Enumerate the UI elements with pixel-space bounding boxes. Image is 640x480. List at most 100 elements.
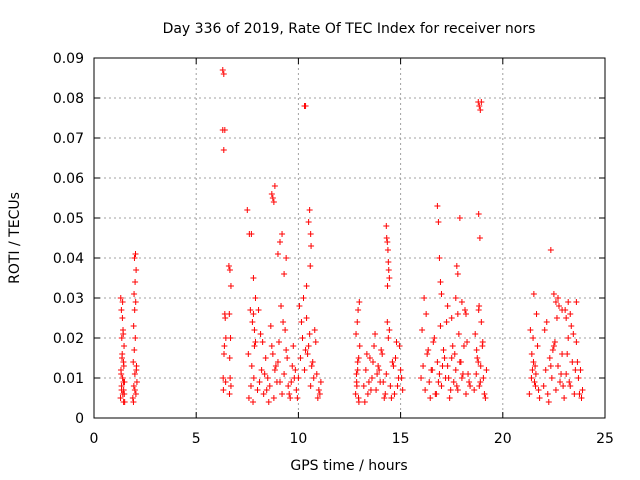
data-point (254, 387, 261, 393)
data-point (266, 383, 273, 389)
data-point (274, 251, 281, 257)
data-point (309, 359, 316, 365)
data-point (396, 343, 403, 349)
data-point (118, 307, 125, 313)
data-point (547, 363, 554, 369)
data-point (566, 379, 573, 385)
data-point (120, 331, 127, 337)
data-point (131, 371, 138, 377)
data-point (294, 395, 301, 401)
data-point (558, 371, 565, 377)
data-point (530, 359, 537, 365)
data-point (258, 367, 265, 373)
data-point (394, 383, 401, 389)
data-point (307, 263, 314, 269)
data-point (436, 371, 443, 377)
data-point (460, 343, 467, 349)
data-point (573, 339, 580, 345)
data-point (226, 355, 233, 361)
data-point (363, 351, 370, 357)
data-point (132, 391, 139, 397)
data-point (536, 395, 543, 401)
data-point (445, 375, 452, 381)
data-point (392, 355, 399, 361)
data-point (227, 283, 234, 289)
data-point (483, 367, 490, 373)
data-point (439, 363, 446, 369)
data-point (461, 307, 468, 313)
data-point (448, 355, 455, 361)
y-axis-label: ROTI / TECUs (7, 192, 23, 284)
x-tick-label: 10 (289, 431, 307, 447)
data-point (546, 355, 553, 361)
data-point (131, 387, 138, 393)
data-point (476, 303, 483, 309)
data-point (466, 379, 473, 385)
data-point (274, 359, 281, 365)
data-point (354, 359, 361, 365)
data-point (264, 375, 271, 381)
data-point (269, 351, 276, 357)
data-point (308, 243, 315, 249)
data-point (251, 327, 258, 333)
data-point (249, 319, 256, 325)
chart-title: Day 336 of 2019, Rate Of TEC Index for r… (163, 21, 536, 37)
data-point (293, 387, 300, 393)
data-point (226, 311, 233, 317)
data-point (280, 319, 287, 325)
data-point (271, 183, 278, 189)
data-point (438, 383, 445, 389)
data-point (424, 351, 431, 357)
data-point (552, 299, 559, 305)
data-point (283, 255, 290, 261)
data-point (304, 351, 311, 357)
data-point (572, 367, 579, 373)
data-point (225, 263, 232, 269)
data-point (464, 339, 471, 345)
data-point (431, 335, 438, 341)
data-point (379, 351, 386, 357)
data-point (448, 315, 455, 321)
data-point (375, 363, 382, 369)
data-point (250, 311, 257, 317)
data-point (275, 339, 282, 345)
data-point (354, 319, 361, 325)
data-point (372, 331, 379, 337)
data-point (476, 383, 483, 389)
data-point (269, 195, 276, 201)
data-point (471, 387, 478, 393)
data-point (131, 291, 138, 297)
data-point (553, 315, 560, 321)
data-point (434, 359, 441, 365)
data-point (569, 359, 576, 365)
data-point (227, 375, 234, 381)
data-point (576, 391, 583, 397)
data-point (443, 319, 450, 325)
data-point (259, 339, 266, 345)
data-point (119, 391, 126, 397)
data-point (132, 251, 139, 257)
data-point (248, 363, 255, 369)
data-point (355, 355, 362, 361)
x-tick-label: 5 (192, 431, 201, 447)
data-point (533, 311, 540, 317)
data-point (376, 367, 383, 373)
data-point (118, 371, 125, 377)
data-point (477, 107, 484, 113)
data-point (450, 379, 457, 385)
data-point (272, 363, 279, 369)
data-point (307, 231, 314, 237)
y-tick-label: 0.04 (53, 251, 84, 267)
data-point (540, 383, 547, 389)
data-point (384, 283, 391, 289)
data-point (133, 363, 140, 369)
data-point (384, 239, 391, 245)
data-point (435, 219, 442, 225)
data-point (532, 363, 539, 369)
data-point (118, 387, 125, 393)
data-point (465, 371, 472, 377)
data-point (120, 359, 127, 365)
data-point (452, 367, 459, 373)
data-point (420, 363, 427, 369)
